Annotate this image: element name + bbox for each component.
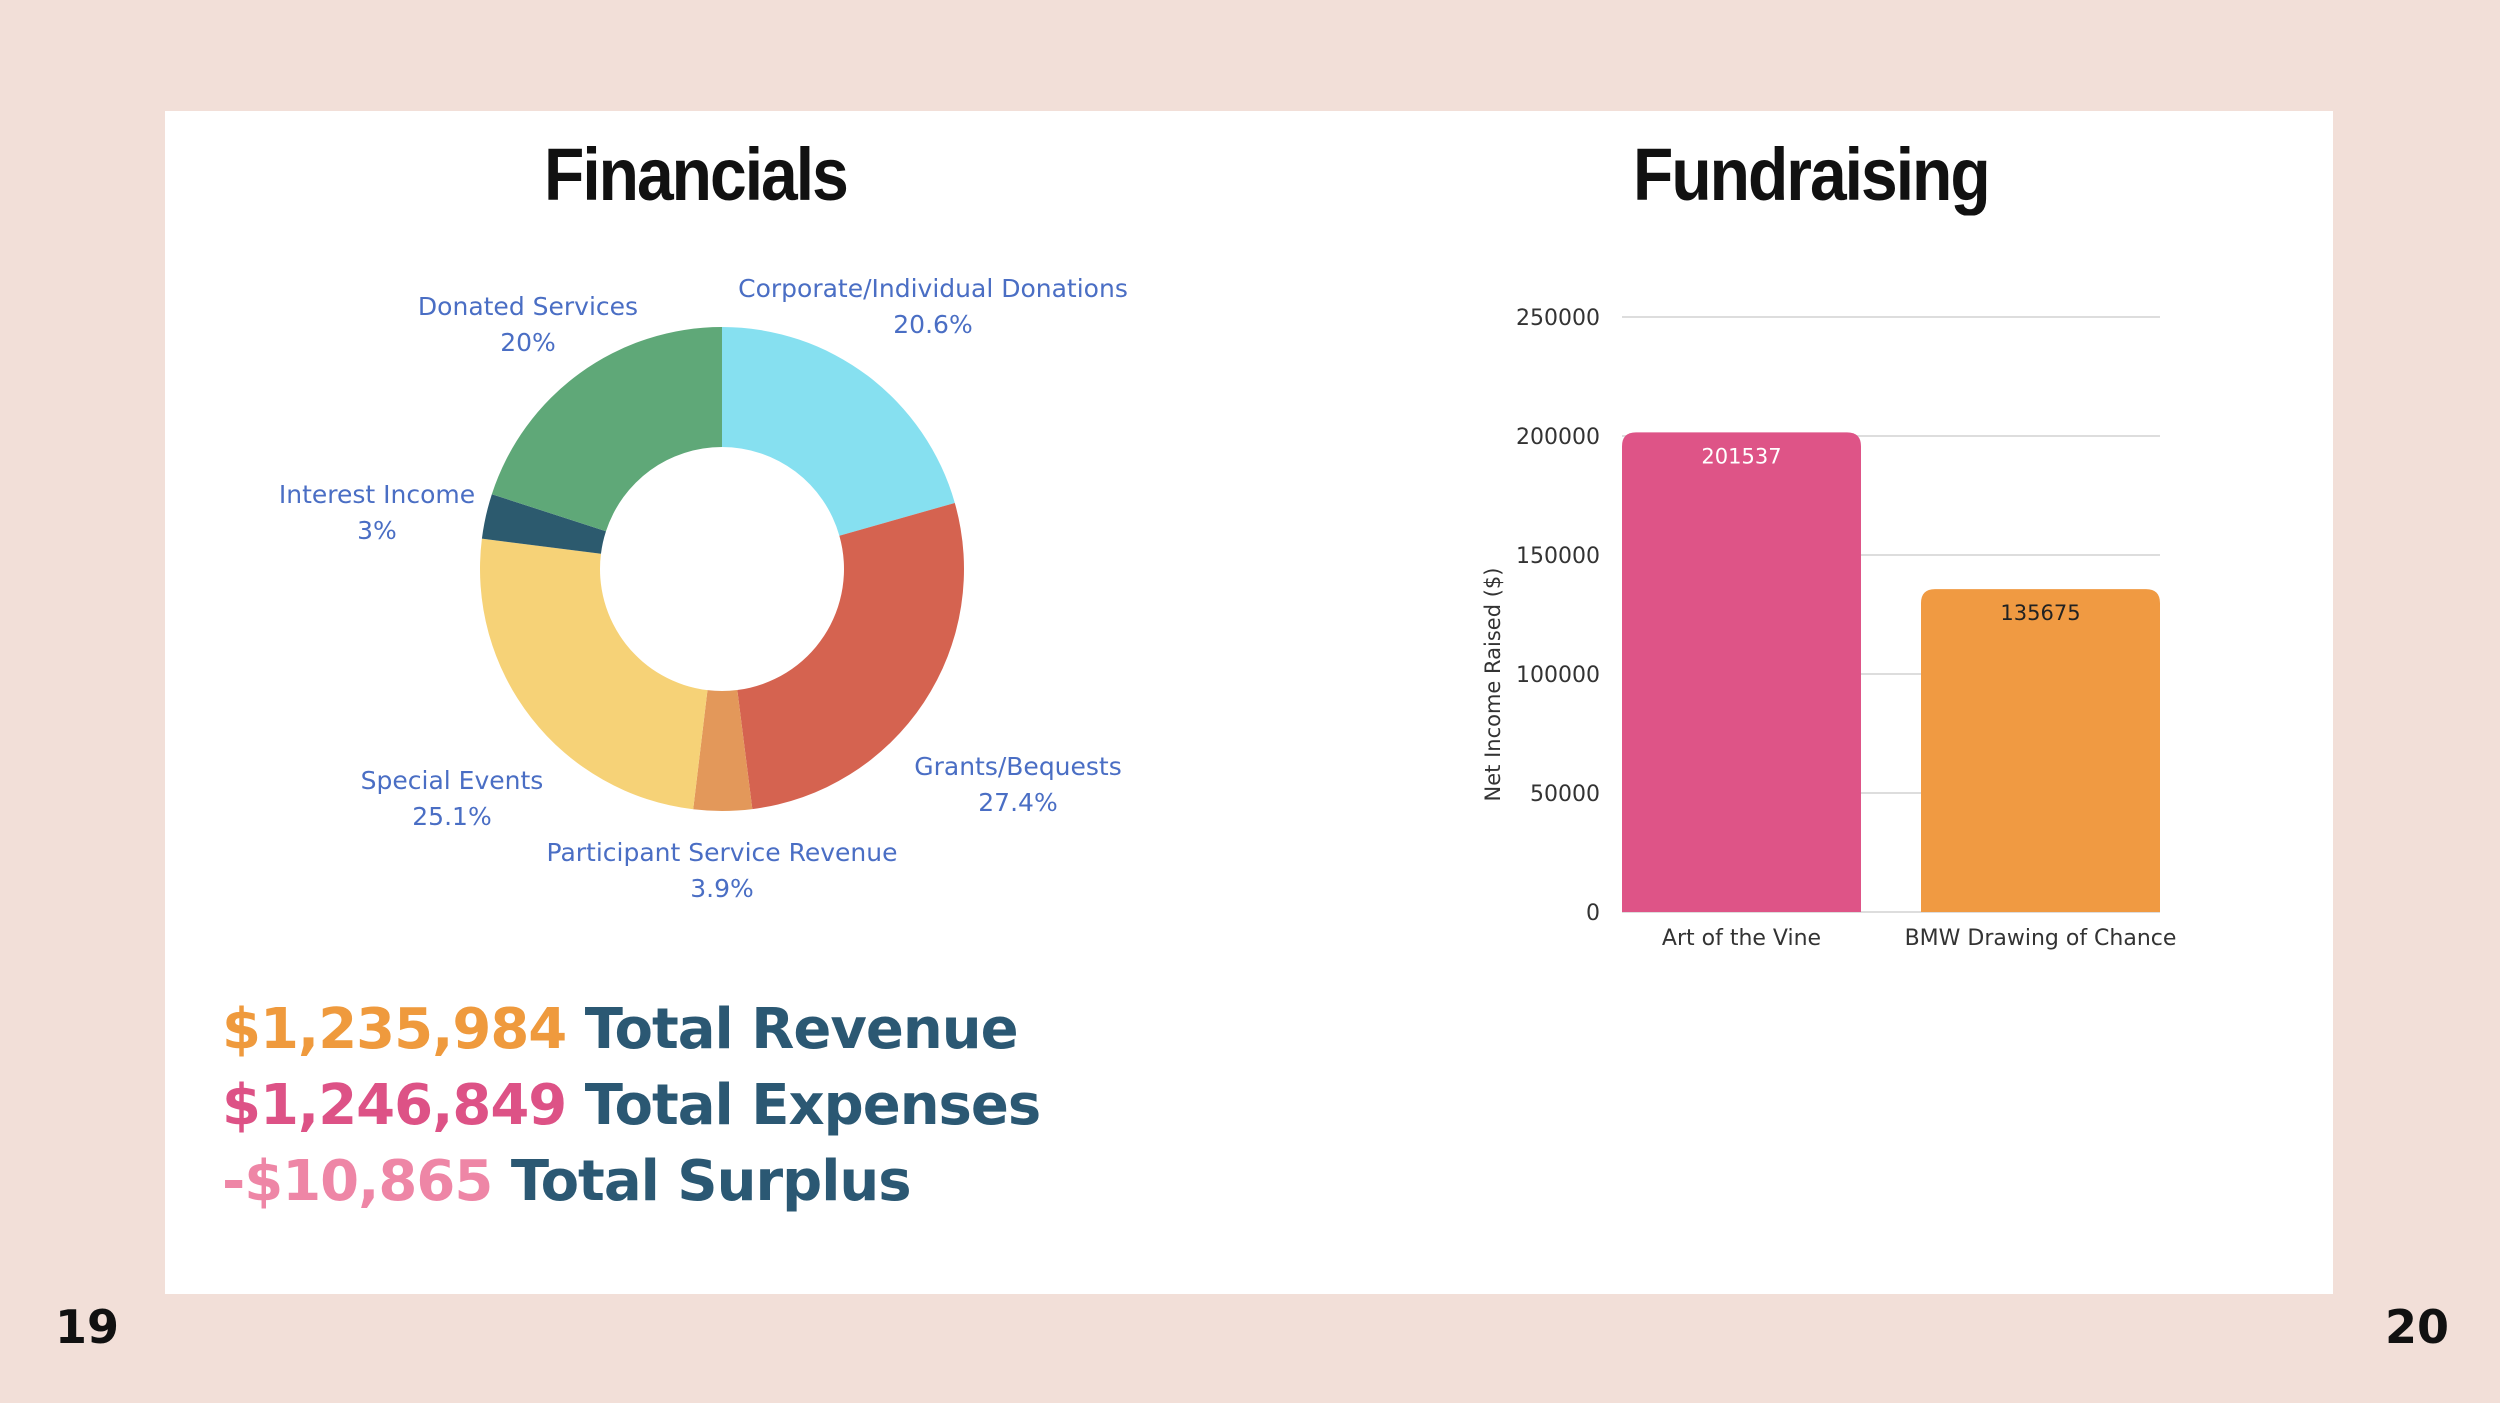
slice-label: Interest Income	[279, 480, 475, 509]
slice-percent-label: 20%	[500, 328, 556, 357]
donut-slice	[480, 538, 708, 810]
y-tick-label: 0	[1586, 901, 1600, 926]
y-tick-label: 150000	[1516, 544, 1600, 569]
slice-percent-label: 3%	[357, 516, 397, 545]
slice-label: Grants/Bequests	[914, 752, 1122, 781]
total-revenue-label: Total Revenue	[584, 997, 1019, 1062]
fundraising-title: Fundraising	[1633, 132, 1991, 216]
total-revenue-amount: $1,235,984	[222, 997, 567, 1062]
donut-slice	[481, 494, 606, 554]
total-revenue-row: $1,235,984 Total Revenue	[222, 992, 1040, 1068]
bar-data-label: 135675	[2000, 601, 2080, 625]
y-axis-label: Net Income Raised ($)	[1481, 568, 1505, 802]
y-tick-label: 50000	[1530, 782, 1600, 807]
y-tick-label: 100000	[1516, 663, 1600, 688]
revenue-donut-chart: Corporate/Individual Donations 20.6% Grant…	[279, 274, 1128, 903]
bar	[1921, 589, 2160, 912]
financials-title: Financials	[544, 132, 849, 216]
donut-slice	[491, 327, 722, 532]
x-tick-label: BMW Drawing of Chance	[1905, 926, 2177, 951]
y-tick-label: 200000	[1516, 425, 1600, 450]
slice-label: Donated Services	[418, 292, 638, 321]
fundraising-bar-chart: 0 50000 100000 150000 200000 250000 Net Income…	[1481, 306, 2177, 951]
total-expenses-amount: $1,246,849	[222, 1073, 567, 1138]
donut-slice	[693, 690, 753, 811]
slice-label: Special Events	[361, 766, 544, 795]
slice-label: Participant Service Revenue	[547, 838, 898, 867]
donut-slice	[737, 502, 964, 810]
x-tick-label: Art of the Vine	[1662, 926, 1821, 951]
bar	[1622, 432, 1861, 912]
total-surplus-row: -$10,865 Total Surplus	[222, 1144, 1040, 1220]
total-surplus-label: Total Surplus	[510, 1149, 912, 1214]
total-expenses-label: Total Expenses	[584, 1073, 1041, 1138]
slice-label: Corporate/Individual Donations	[738, 274, 1128, 303]
financial-totals: $1,235,984 Total Revenue $1,246,849 Tota…	[222, 992, 1041, 1220]
total-expenses-row: $1,246,849 Total Expenses	[222, 1068, 1041, 1144]
page-number-right: 20	[2385, 1300, 2450, 1354]
page-number-left: 19	[55, 1300, 120, 1354]
slice-percent-label: 3.9%	[690, 874, 754, 903]
slice-percent-label: 20.6%	[893, 310, 972, 339]
donut-slice	[722, 327, 955, 536]
slice-percent-label: 25.1%	[412, 802, 491, 831]
slice-percent-label: 27.4%	[978, 788, 1057, 817]
bar-data-label: 201537	[1701, 444, 1781, 468]
y-tick-label: 250000	[1516, 306, 1600, 331]
total-surplus-amount: -$10,865	[222, 1149, 493, 1214]
